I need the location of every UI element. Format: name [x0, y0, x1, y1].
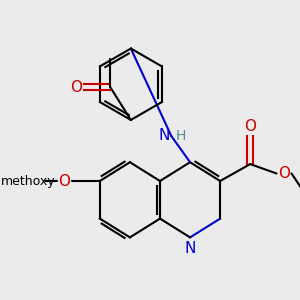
Text: O: O: [58, 173, 70, 188]
Text: O: O: [70, 80, 83, 94]
Text: N: N: [158, 128, 169, 143]
Text: H: H: [176, 129, 186, 143]
Text: O: O: [278, 166, 290, 181]
Text: O: O: [244, 119, 256, 134]
Text: N: N: [184, 241, 196, 256]
Text: methoxy: methoxy: [1, 175, 56, 188]
